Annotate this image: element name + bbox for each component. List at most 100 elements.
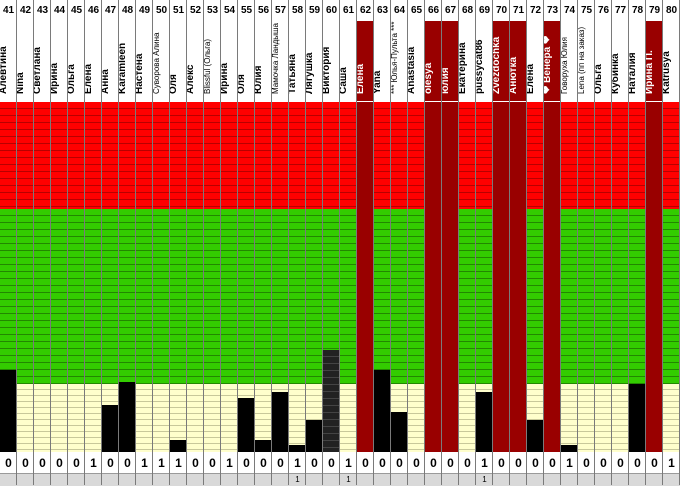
score-cell[interactable]: 0 bbox=[51, 452, 68, 473]
score-cell[interactable]: 0 bbox=[238, 452, 255, 473]
extra-cell[interactable] bbox=[357, 473, 374, 486]
score-cell[interactable]: 1 bbox=[153, 452, 170, 473]
score-cell[interactable]: 1 bbox=[170, 452, 187, 473]
score-cell[interactable]: 1 bbox=[340, 452, 357, 473]
score-cell[interactable]: 0 bbox=[527, 452, 544, 473]
score-cell[interactable]: 0 bbox=[204, 452, 221, 473]
column-63: 63 Yana 0 bbox=[374, 0, 391, 486]
score-cell[interactable]: 0 bbox=[255, 452, 272, 473]
extra-cell[interactable] bbox=[153, 473, 170, 486]
extra-cell[interactable] bbox=[425, 473, 442, 486]
extra-cell[interactable] bbox=[102, 473, 119, 486]
extra-cell[interactable] bbox=[629, 473, 646, 486]
red-band bbox=[136, 102, 153, 209]
extra-cell[interactable] bbox=[136, 473, 153, 486]
column-71: 71 Анютка 0 bbox=[510, 0, 527, 486]
score-cell[interactable]: 0 bbox=[0, 452, 17, 473]
green-band bbox=[170, 209, 187, 384]
green-band bbox=[51, 209, 68, 384]
extra-cell[interactable] bbox=[187, 473, 204, 486]
extra-cell[interactable]: 1 bbox=[476, 473, 493, 486]
extra-cell[interactable] bbox=[391, 473, 408, 486]
column-number: 50 bbox=[155, 5, 168, 16]
score-cell[interactable]: 1 bbox=[136, 452, 153, 473]
score-cell[interactable]: 0 bbox=[459, 452, 476, 473]
score-cell[interactable]: 0 bbox=[629, 452, 646, 473]
red-band bbox=[493, 102, 510, 209]
extra-cell[interactable] bbox=[561, 473, 578, 486]
extra-cell[interactable] bbox=[68, 473, 85, 486]
extra-cell[interactable] bbox=[323, 473, 340, 486]
score-cell[interactable]: 1 bbox=[221, 452, 238, 473]
participant-name: Zvezdochka bbox=[493, 36, 502, 94]
extra-cell[interactable] bbox=[493, 473, 510, 486]
extra-cell[interactable] bbox=[272, 473, 289, 486]
extra-cell[interactable] bbox=[238, 473, 255, 486]
column-name-cell: Суворова Алина bbox=[153, 21, 170, 101]
score-cell[interactable]: 0 bbox=[272, 452, 289, 473]
score-cell[interactable]: 0 bbox=[578, 452, 595, 473]
extra-cell[interactable] bbox=[578, 473, 595, 486]
score-cell[interactable]: 0 bbox=[119, 452, 136, 473]
score-cell[interactable]: 0 bbox=[306, 452, 323, 473]
score-cell[interactable]: 1 bbox=[289, 452, 306, 473]
score-cell[interactable]: 0 bbox=[442, 452, 459, 473]
score-cell[interactable]: 1 bbox=[663, 452, 680, 473]
participant-name: Ирина bbox=[51, 62, 60, 94]
level-bar bbox=[255, 440, 272, 452]
extra-cell[interactable]: 1 bbox=[340, 473, 357, 486]
extra-cell[interactable] bbox=[374, 473, 391, 486]
extra-cell[interactable] bbox=[204, 473, 221, 486]
score-cell[interactable]: 1 bbox=[476, 452, 493, 473]
column-number: 51 bbox=[172, 5, 185, 16]
score-cell[interactable]: 0 bbox=[612, 452, 629, 473]
score-cell[interactable]: 0 bbox=[510, 452, 527, 473]
score-cell[interactable]: 0 bbox=[374, 452, 391, 473]
extra-cell[interactable] bbox=[527, 473, 544, 486]
score-cell[interactable]: 0 bbox=[68, 452, 85, 473]
extra-cell[interactable]: 1 bbox=[289, 473, 306, 486]
score-cell[interactable]: 0 bbox=[102, 452, 119, 473]
score-cell[interactable]: 0 bbox=[391, 452, 408, 473]
extra-cell[interactable] bbox=[306, 473, 323, 486]
column-name-cell: Zvezdochka bbox=[493, 21, 510, 101]
score-cell[interactable]: 0 bbox=[357, 452, 374, 473]
red-band bbox=[578, 102, 595, 209]
score-cell[interactable]: 0 bbox=[187, 452, 204, 473]
extra-cell[interactable] bbox=[663, 473, 680, 486]
score-cell[interactable]: 0 bbox=[323, 452, 340, 473]
column-number: 67 bbox=[444, 5, 457, 16]
extra-cell[interactable] bbox=[17, 473, 34, 486]
extra-cell[interactable] bbox=[85, 473, 102, 486]
score-cell[interactable]: 0 bbox=[493, 452, 510, 473]
level-bar bbox=[476, 392, 493, 452]
extra-cell[interactable] bbox=[170, 473, 187, 486]
extra-cell[interactable] bbox=[51, 473, 68, 486]
column-name-cell: Юлия bbox=[255, 21, 272, 101]
score-cell[interactable]: 0 bbox=[408, 452, 425, 473]
score-cell[interactable]: 0 bbox=[595, 452, 612, 473]
extra-cell[interactable] bbox=[646, 473, 663, 486]
extra-cell[interactable] bbox=[221, 473, 238, 486]
score-cell[interactable]: 1 bbox=[561, 452, 578, 473]
red-band bbox=[374, 102, 391, 209]
red-band bbox=[459, 102, 476, 209]
extra-cell[interactable] bbox=[408, 473, 425, 486]
extra-cell[interactable] bbox=[510, 473, 527, 486]
column-62: 62 Елена 0 bbox=[357, 0, 374, 486]
extra-cell[interactable] bbox=[119, 473, 136, 486]
extra-cell[interactable] bbox=[544, 473, 561, 486]
extra-cell[interactable] bbox=[459, 473, 476, 486]
score-cell[interactable]: 0 bbox=[34, 452, 51, 473]
score-cell[interactable]: 0 bbox=[17, 452, 34, 473]
score-cell[interactable]: 0 bbox=[646, 452, 663, 473]
score-cell[interactable]: 1 bbox=[85, 452, 102, 473]
extra-cell[interactable] bbox=[255, 473, 272, 486]
extra-cell[interactable] bbox=[612, 473, 629, 486]
score-cell[interactable]: 0 bbox=[544, 452, 561, 473]
extra-cell[interactable] bbox=[595, 473, 612, 486]
extra-cell[interactable] bbox=[34, 473, 51, 486]
score-cell[interactable]: 0 bbox=[425, 452, 442, 473]
extra-cell[interactable] bbox=[0, 473, 17, 486]
extra-cell[interactable] bbox=[442, 473, 459, 486]
